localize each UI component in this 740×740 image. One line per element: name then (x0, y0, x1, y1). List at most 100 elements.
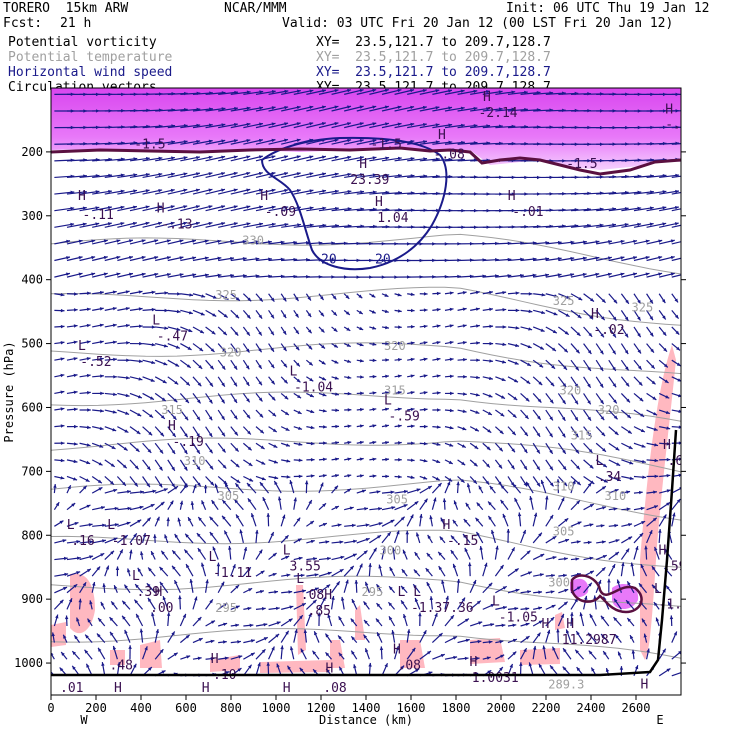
circulation-vector-arrow (495, 342, 507, 347)
circulation-vector-arrow (520, 273, 537, 278)
pv-value-label: L (132, 569, 140, 584)
circulation-vector-arrow (54, 424, 65, 428)
circulation-vector-arrow (532, 476, 541, 487)
circulation-vector-arrow (469, 600, 482, 610)
circulation-vector-arrow (394, 390, 402, 395)
x-tick-label: 2000 (487, 701, 516, 715)
circulation-vector-arrow (444, 442, 454, 447)
circulation-vector-arrow (671, 293, 679, 303)
circulation-vector-arrow (487, 515, 496, 527)
circulation-vector-arrow (621, 442, 633, 450)
circulation-vector-arrow (570, 500, 581, 511)
circulation-vector-arrow (331, 309, 338, 317)
circulation-vector-arrow (190, 501, 195, 510)
field-label-potential-temperature: Potential temperature (8, 50, 173, 65)
pv-value-label: -1.37.36 (411, 601, 474, 616)
circulation-vector-arrow (457, 476, 465, 484)
circulation-vector-arrow (203, 484, 208, 494)
circulation-vector-arrow (123, 584, 131, 594)
circulation-vector-arrow (167, 309, 181, 314)
circulation-vector-arrow (306, 573, 319, 577)
circulation-vector-arrow (79, 190, 100, 195)
circulation-vector-arrow (354, 579, 359, 593)
circulation-vector-arrow (658, 514, 667, 527)
circulation-vector-arrow (97, 647, 106, 660)
circulation-vector-arrow (654, 546, 660, 560)
circulation-vector-arrow (506, 528, 511, 543)
circulation-vector-arrow (318, 556, 331, 561)
circulation-vector-arrow (487, 501, 496, 511)
circulation-vector-arrow (520, 607, 530, 611)
circulation-vector-arrow (179, 500, 184, 510)
circulation-vector-arrow (230, 326, 239, 336)
circulation-vector-arrow (218, 656, 229, 660)
circulation-vector-arrow (363, 619, 370, 627)
theta-contour-label: 300 (380, 543, 402, 557)
circulation-vector-arrow (192, 256, 209, 262)
circulation-vector-arrow (659, 189, 680, 195)
theta-contour-line (51, 529, 681, 568)
y-tick-label: 1000 (14, 656, 43, 670)
circulation-vector-arrow (178, 595, 182, 610)
circulation-vector-arrow (406, 647, 416, 660)
pv-shading-upper (51, 88, 681, 170)
circulation-vector-arrow (671, 487, 681, 494)
circulation-vector-arrow (545, 309, 558, 316)
circulation-vector-arrow (91, 486, 103, 494)
circulation-vector-arrow (142, 442, 152, 454)
circulation-vector-arrow (154, 359, 168, 366)
circulation-vector-arrow (268, 531, 275, 544)
circulation-vector-arrow (545, 514, 554, 527)
circulation-vector-arrow (344, 173, 365, 179)
circulation-vector-arrow (268, 310, 275, 319)
circulation-vector-arrow (583, 442, 593, 454)
theta-contour-label: 289.3 (548, 678, 584, 692)
circulation-vector-arrow (185, 563, 194, 577)
circulation-vector-arrow (79, 340, 91, 345)
circulation-vector-arrow (268, 442, 278, 449)
circulation-vector-arrow (646, 190, 667, 195)
pv-value-label: -.13 (161, 218, 192, 233)
y-tick-label: 300 (21, 209, 43, 223)
circulation-vector-arrow (369, 391, 377, 395)
circulation-vector-arrow (318, 105, 339, 112)
circulation-vector-arrow (255, 622, 268, 627)
circulation-vector-arrow (51, 632, 55, 643)
circulation-vector-arrow (658, 648, 667, 660)
circulation-vector-arrow (376, 632, 383, 643)
circulation-vector-arrow (671, 392, 681, 398)
circulation-vector-arrow (570, 426, 579, 438)
circulation-vector-arrow (608, 343, 617, 355)
circulation-vector-arrow (142, 156, 163, 162)
circulation-vector-arrow (116, 459, 128, 469)
circulation-vector-arrow (432, 106, 453, 112)
circulation-vector-arrow (600, 615, 610, 627)
circulation-vector-arrow (494, 564, 505, 577)
circulation-vector-arrow (84, 649, 93, 660)
circulation-vector-arrow (205, 409, 213, 421)
circulation-vector-arrow (54, 292, 65, 297)
circulation-vector-arrow (369, 173, 390, 179)
circulation-vector-arrow (338, 616, 345, 627)
circulation-vector-arrow (444, 459, 453, 465)
circulation-vector-arrow (230, 138, 251, 145)
circulation-vector-arrow (230, 459, 240, 468)
circulation-vector-arrow (425, 567, 433, 577)
circulation-vector-arrow (495, 605, 507, 610)
circulation-vector-arrow (617, 651, 622, 660)
circulation-vector-arrow (570, 256, 587, 262)
circulation-vector-arrow (281, 138, 301, 145)
circulation-vector-arrow (293, 155, 314, 162)
pv-value-label: -.08 (434, 147, 465, 162)
circulation-vector-arrow (129, 392, 143, 399)
circulation-vector-arrow (167, 442, 176, 455)
circulation-vector-arrow (557, 426, 566, 438)
circulation-vector-arrow (318, 155, 339, 162)
circulation-vector-arrow (230, 171, 251, 179)
circulation-vector-arrow (494, 545, 499, 560)
circulation-vector-arrow (84, 634, 93, 644)
circulation-vector-arrow (545, 535, 557, 544)
circulation-vector-arrow (633, 392, 644, 402)
circulation-vector-arrow (192, 205, 213, 212)
